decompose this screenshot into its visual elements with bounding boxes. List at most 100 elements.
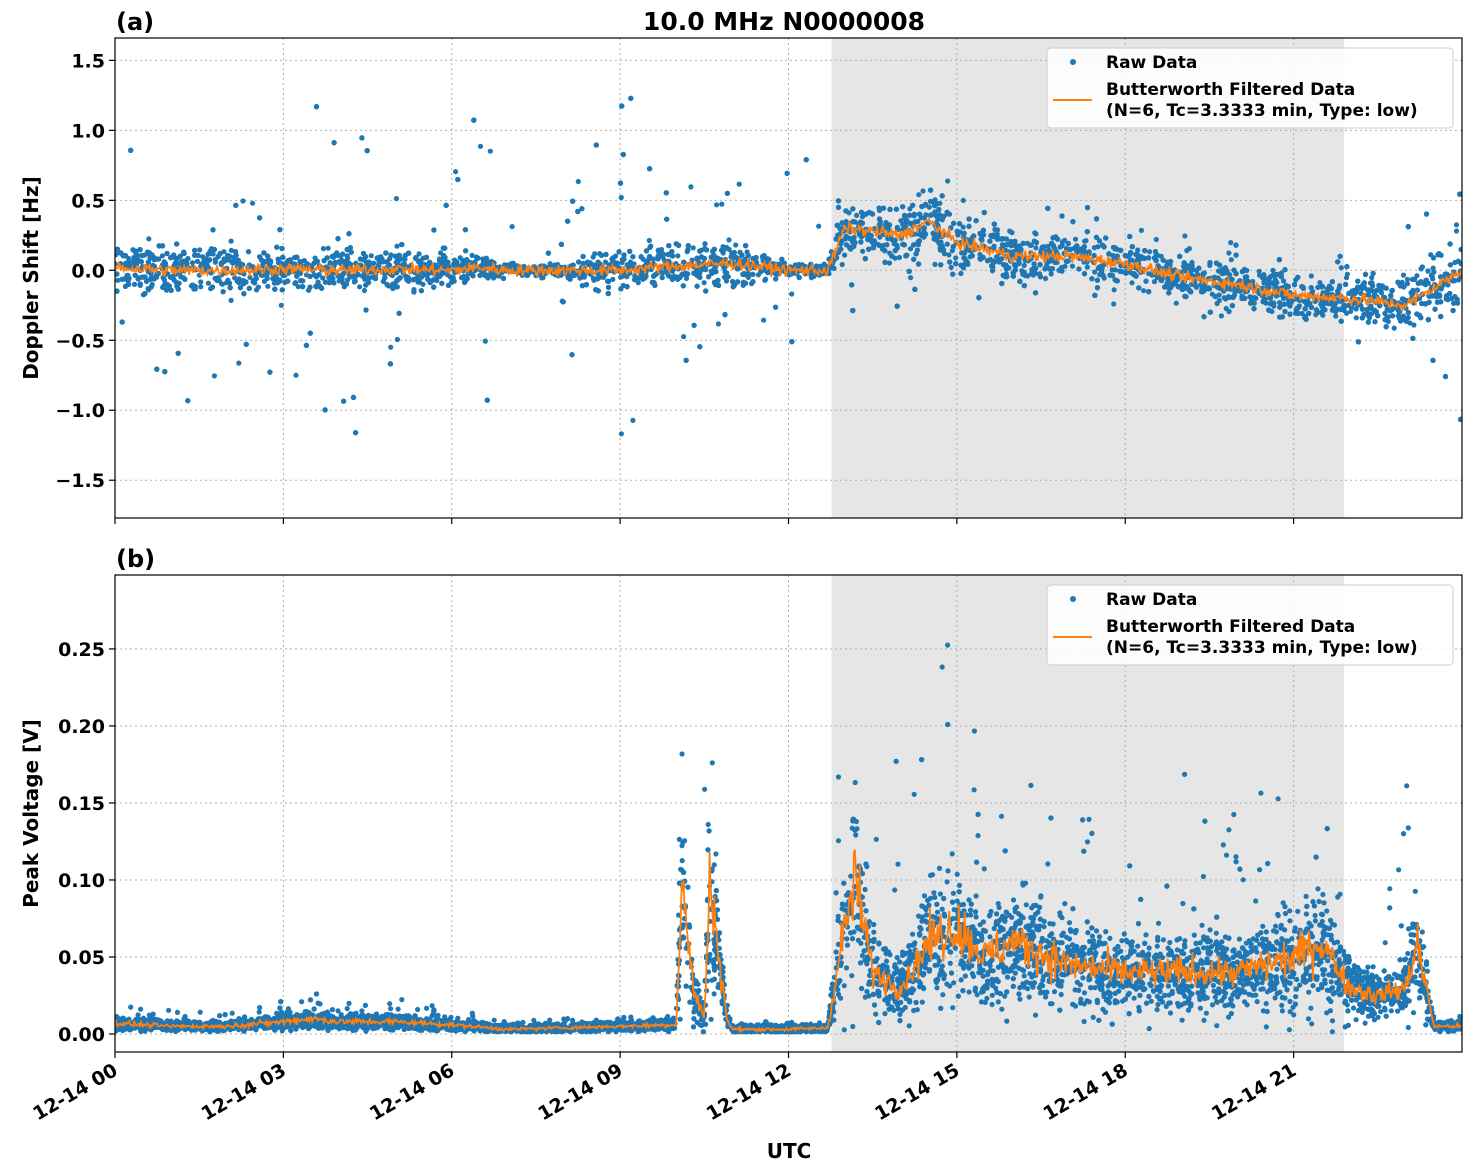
raw-point <box>1135 247 1141 253</box>
raw-point <box>932 261 938 267</box>
raw-point <box>265 283 271 289</box>
raw-point <box>1228 240 1234 246</box>
raw-point <box>211 373 217 379</box>
raw-point <box>1173 300 1179 306</box>
raw-point <box>194 258 200 264</box>
raw-point <box>198 284 204 290</box>
raw-point <box>487 148 493 154</box>
raw-point <box>618 274 624 280</box>
raw-point <box>936 206 942 212</box>
raw-point <box>860 248 866 254</box>
raw-point <box>613 253 619 259</box>
raw-point <box>1423 277 1429 283</box>
raw-point <box>1129 280 1135 286</box>
raw-point <box>1299 310 1305 317</box>
raw-point <box>719 201 725 207</box>
raw-point <box>1277 300 1283 306</box>
raw-point <box>842 252 848 258</box>
raw-point <box>368 253 374 259</box>
raw-point <box>228 247 234 253</box>
raw-point <box>189 260 196 266</box>
raw-point <box>961 255 967 261</box>
raw-point <box>312 255 318 261</box>
raw-point <box>1348 308 1354 314</box>
raw-point <box>960 197 966 203</box>
raw-point <box>1338 265 1344 271</box>
raw-point <box>1076 266 1082 272</box>
raw-point <box>675 253 681 259</box>
raw-point <box>1069 263 1076 269</box>
raw-point <box>714 202 720 208</box>
raw-point <box>610 276 616 282</box>
raw-point <box>469 252 475 258</box>
y-tick-label: 1.5 <box>71 50 105 72</box>
raw-point <box>159 253 165 259</box>
raw-point <box>953 255 959 261</box>
raw-point <box>761 317 767 323</box>
raw-point <box>228 238 234 244</box>
raw-point <box>631 277 638 283</box>
raw-point <box>1092 269 1098 275</box>
raw-point <box>646 237 652 244</box>
y-tick-label: −0.5 <box>55 330 105 352</box>
raw-point <box>1221 295 1227 301</box>
raw-point <box>1141 288 1147 294</box>
raw-point <box>200 254 206 260</box>
raw-point <box>1072 236 1079 242</box>
raw-point <box>715 321 722 327</box>
raw-point <box>1228 257 1234 263</box>
raw-point <box>357 284 363 290</box>
raw-point <box>1366 292 1372 298</box>
raw-point <box>240 198 246 204</box>
raw-point <box>854 212 860 218</box>
raw-point <box>926 204 932 210</box>
raw-point <box>1111 301 1117 307</box>
raw-point <box>236 360 242 366</box>
raw-point <box>946 252 952 258</box>
raw-point <box>131 281 138 287</box>
raw-point <box>1045 243 1051 249</box>
raw-point <box>1138 227 1144 233</box>
raw-point <box>896 254 903 261</box>
raw-point <box>311 272 317 278</box>
raw-point <box>701 280 707 286</box>
raw-point <box>1458 246 1462 253</box>
raw-point <box>1042 275 1049 282</box>
raw-point <box>1214 300 1220 307</box>
raw-point <box>1111 287 1117 293</box>
raw-point <box>228 297 234 303</box>
raw-point <box>1344 271 1350 277</box>
raw-point <box>1385 314 1392 320</box>
raw-point <box>115 277 121 283</box>
raw-point <box>1270 267 1276 273</box>
raw-point <box>632 273 638 279</box>
raw-point <box>278 302 284 308</box>
raw-point <box>325 245 331 251</box>
raw-point <box>219 281 226 287</box>
raw-point <box>388 252 394 258</box>
raw-point <box>394 336 400 343</box>
raw-point <box>1382 310 1388 316</box>
raw-point <box>146 236 152 242</box>
raw-point <box>1333 313 1339 319</box>
raw-point <box>1378 290 1385 296</box>
raw-point <box>1344 310 1350 316</box>
raw-point <box>509 224 515 230</box>
raw-point <box>618 431 625 437</box>
raw-point <box>592 251 598 257</box>
raw-point <box>726 237 732 243</box>
raw-point <box>320 275 326 281</box>
raw-point <box>253 287 260 293</box>
raw-point <box>1084 264 1090 270</box>
raw-point <box>907 206 913 212</box>
raw-point <box>1194 267 1200 274</box>
raw-point <box>1317 280 1323 286</box>
raw-point <box>1308 273 1314 279</box>
raw-point <box>635 280 641 286</box>
raw-point <box>1391 325 1397 331</box>
raw-point <box>839 261 845 268</box>
raw-point <box>1400 272 1407 278</box>
raw-point <box>1147 249 1153 255</box>
raw-point <box>900 221 906 228</box>
raw-point <box>916 192 922 198</box>
